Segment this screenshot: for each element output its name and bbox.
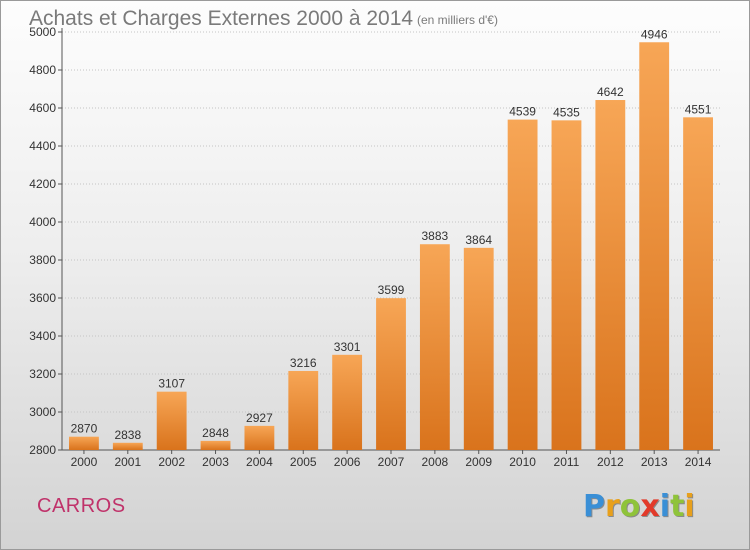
bar-value-label: 3216 xyxy=(290,356,317,370)
bar xyxy=(112,442,143,450)
bar-value-label: 4642 xyxy=(597,85,624,99)
logo-letter: x xyxy=(640,489,660,524)
bar-value-label: 3107 xyxy=(158,377,185,391)
bar xyxy=(419,244,450,450)
y-tick-label: 3800 xyxy=(29,253,56,267)
y-tick-label: 3600 xyxy=(29,291,56,305)
y-tick-label: 4600 xyxy=(29,101,56,115)
x-tick-label: 2004 xyxy=(246,455,273,469)
bar-value-label: 4946 xyxy=(641,27,668,41)
x-tick-label: 2014 xyxy=(685,455,712,469)
chart-subtitle: (en milliers d'€) xyxy=(417,13,498,27)
bar xyxy=(463,247,494,450)
y-tick-label: 4400 xyxy=(29,139,56,153)
x-tick-label: 2007 xyxy=(378,455,405,469)
bar xyxy=(69,436,99,450)
bar xyxy=(156,391,187,450)
bar-value-label: 4535 xyxy=(553,105,580,119)
x-tick-label: 2002 xyxy=(158,455,185,469)
bar-value-label: 3599 xyxy=(378,283,405,297)
chart-title: Achats et Charges Externes 2000 à 2014 xyxy=(29,7,414,30)
y-tick-label: 4200 xyxy=(29,177,56,191)
y-tick-label: 2800 xyxy=(29,443,56,457)
x-tick-label: 2011 xyxy=(554,455,580,469)
x-tick-label: 2013 xyxy=(641,455,668,469)
x-tick-label: 2003 xyxy=(202,455,229,469)
x-tick-label: 2009 xyxy=(465,455,492,469)
proxiti-logo: Proxiti xyxy=(583,489,695,524)
bar-value-label: 2848 xyxy=(202,426,229,440)
x-tick-label: 2005 xyxy=(290,455,317,469)
logo-letter: t xyxy=(670,489,685,524)
y-tick-label: 3000 xyxy=(29,405,56,419)
bar xyxy=(376,298,406,450)
x-tick-label: 2008 xyxy=(422,455,449,469)
bar xyxy=(288,370,319,450)
city-label: CARROS xyxy=(37,495,126,517)
logo-letter: i xyxy=(684,489,695,524)
logo-letter: r xyxy=(605,489,620,524)
bar xyxy=(639,42,670,450)
x-tick-label: 2010 xyxy=(509,455,536,469)
y-tick-label: 5000 xyxy=(29,25,56,39)
bar-value-label: 3301 xyxy=(334,340,361,354)
bar-value-label: 4551 xyxy=(685,102,712,116)
bar xyxy=(551,120,582,450)
bar-value-label: 4539 xyxy=(509,105,536,119)
x-tick-label: 2000 xyxy=(71,455,98,469)
bar-value-label: 2927 xyxy=(246,411,273,425)
y-tick-label: 3400 xyxy=(29,329,56,343)
bar xyxy=(507,119,538,450)
x-tick-label: 2001 xyxy=(114,455,141,469)
x-tick-label: 2006 xyxy=(334,455,361,469)
y-tick-label: 3200 xyxy=(29,367,56,381)
bar xyxy=(244,425,275,450)
bar-value-label: 3864 xyxy=(465,233,492,247)
y-tick-label: 4000 xyxy=(29,215,56,229)
bar-value-label: 2838 xyxy=(114,428,141,442)
logo-letter: P xyxy=(583,489,605,524)
bar-value-label: 2870 xyxy=(71,422,98,436)
bar-value-label: 3883 xyxy=(422,229,449,243)
bar xyxy=(332,354,363,450)
x-tick-label: 2012 xyxy=(597,455,624,469)
bar xyxy=(200,440,231,450)
bar xyxy=(683,117,713,450)
logo-letter: o xyxy=(619,489,641,524)
logo-letter: i xyxy=(659,489,671,524)
bar xyxy=(595,100,626,451)
y-tick-label: 4800 xyxy=(29,63,56,77)
